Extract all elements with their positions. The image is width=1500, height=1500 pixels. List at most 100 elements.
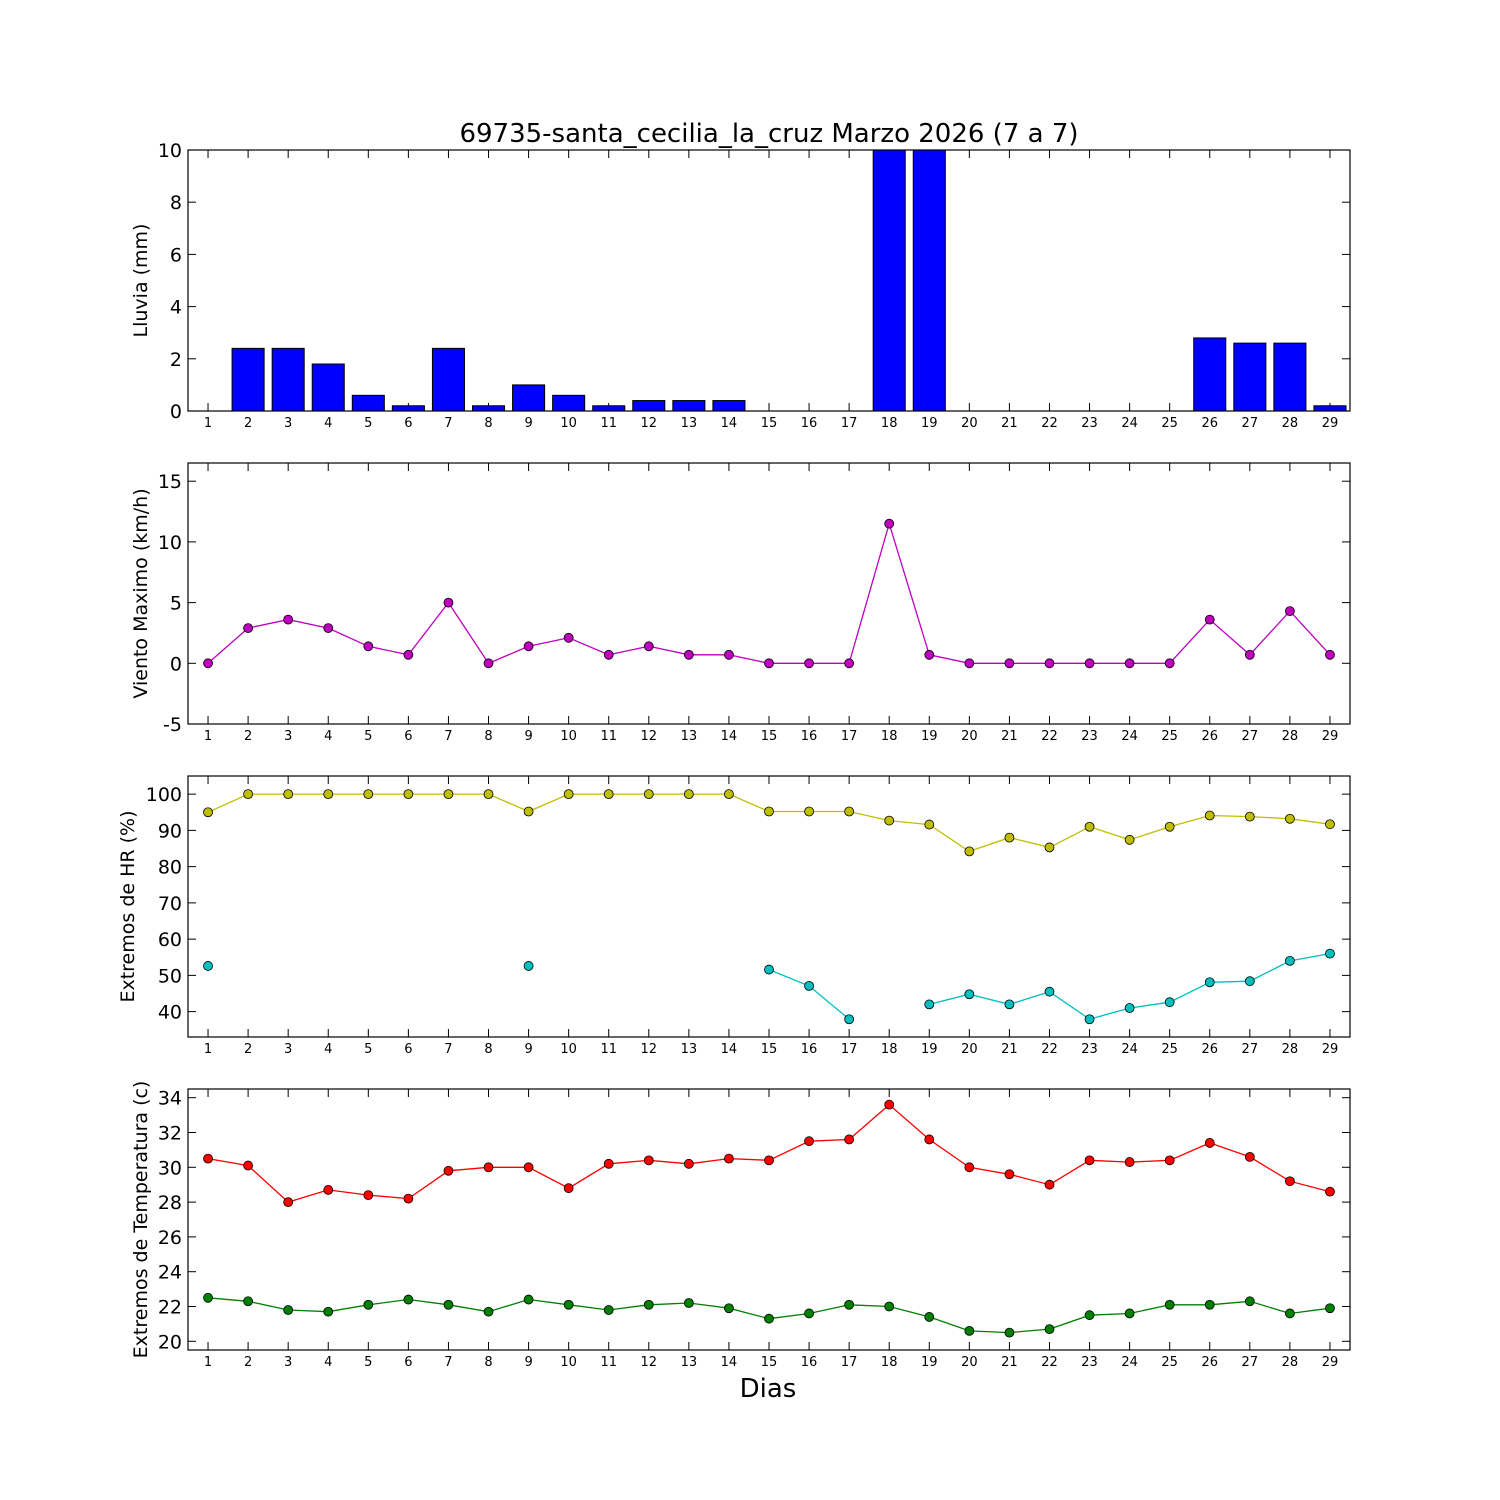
data-point xyxy=(363,641,374,652)
data-point xyxy=(1044,842,1055,853)
x-tick-label: 26 xyxy=(1201,1355,1218,1370)
bar xyxy=(1193,337,1227,411)
data-point xyxy=(683,649,694,660)
data-point xyxy=(563,1299,574,1310)
x-tick-label: 19 xyxy=(921,1355,938,1370)
data-point xyxy=(1084,821,1095,832)
data-point xyxy=(243,789,254,800)
data-point xyxy=(443,597,454,608)
data-point xyxy=(523,806,534,817)
x-tick-label: 20 xyxy=(961,729,978,744)
x-tick-label: 2 xyxy=(244,416,252,431)
x-tick-label: 21 xyxy=(1001,416,1018,431)
x-tick-label: 3 xyxy=(284,416,292,431)
x-tick-label: 7 xyxy=(444,1355,452,1370)
data-point xyxy=(764,658,774,669)
x-tick-label: 10 xyxy=(560,1042,577,1057)
x-tick-label: 28 xyxy=(1282,1042,1299,1057)
x-tick-label: 20 xyxy=(961,416,978,431)
data-point xyxy=(203,807,213,818)
data-point xyxy=(1284,1308,1295,1319)
x-tick-label: 23 xyxy=(1081,1042,1098,1057)
bar xyxy=(1313,405,1347,411)
data-point xyxy=(884,1099,895,1110)
data-point xyxy=(1004,658,1015,669)
data-point xyxy=(203,658,213,669)
x-tick-label: 29 xyxy=(1322,729,1339,744)
x-tick-label: 8 xyxy=(484,729,492,744)
x-tick-label: 5 xyxy=(364,416,372,431)
bar xyxy=(231,347,265,411)
x-tick-label: 20 xyxy=(961,1042,978,1057)
x-tick-label: 17 xyxy=(841,1355,858,1370)
data-point xyxy=(1244,1151,1255,1162)
data-point xyxy=(1244,649,1255,660)
x-tick-label: 17 xyxy=(841,729,858,744)
axes-frame xyxy=(187,149,1351,412)
x-tick-label: 23 xyxy=(1081,729,1098,744)
y-tick-label: 70 xyxy=(158,893,182,915)
data-point xyxy=(1084,1310,1095,1321)
x-tick-label: 24 xyxy=(1121,1355,1138,1370)
x-tick-label: 26 xyxy=(1201,1042,1218,1057)
data-point xyxy=(1124,658,1135,669)
bar xyxy=(872,150,906,411)
data-point xyxy=(483,1306,494,1317)
x-tick-label: 6 xyxy=(404,729,412,744)
data-point xyxy=(804,1308,814,1319)
data-point xyxy=(1124,1157,1135,1167)
x-tick-label: 18 xyxy=(881,729,898,744)
y-tick-label: 60 xyxy=(158,929,182,951)
data-point xyxy=(844,1134,855,1145)
data-point xyxy=(1124,834,1135,845)
data-point xyxy=(844,806,855,817)
x-tick-label: 26 xyxy=(1201,729,1218,744)
y-tick-label: 30 xyxy=(158,1157,182,1179)
x-tick-label: 25 xyxy=(1161,1355,1178,1370)
x-tick-label: 9 xyxy=(524,1355,532,1370)
x-tick-label: 21 xyxy=(1001,1042,1018,1057)
x-tick-label: 10 xyxy=(560,416,577,431)
x-tick-label: 8 xyxy=(484,1042,492,1057)
x-tick-label: 13 xyxy=(681,416,698,431)
data-point xyxy=(683,1298,694,1308)
bar xyxy=(1233,342,1267,411)
x-tick-label: 24 xyxy=(1121,416,1138,431)
x-tick-label: 20 xyxy=(961,1355,978,1370)
x-tick-label: 27 xyxy=(1242,1042,1259,1057)
y-tick-label: 0 xyxy=(170,401,182,423)
x-tick-label: 7 xyxy=(444,729,452,744)
bar xyxy=(271,347,305,411)
data-point xyxy=(1244,811,1255,822)
x-tick-label: 21 xyxy=(1001,729,1018,744)
x-tick-label: 16 xyxy=(801,1355,818,1370)
x-tick-label: 8 xyxy=(484,416,492,431)
data-point xyxy=(1164,821,1175,832)
x-tick-label: 16 xyxy=(801,729,818,744)
data-point xyxy=(563,632,574,643)
x-axis-label: Dias xyxy=(740,1374,797,1404)
data-point xyxy=(724,649,734,660)
data-point xyxy=(1004,999,1015,1010)
x-tick-label: 1 xyxy=(204,1042,212,1057)
data-point xyxy=(1325,819,1335,830)
data-point xyxy=(924,1134,935,1145)
data-point xyxy=(323,1306,334,1317)
data-point xyxy=(443,1299,454,1310)
x-tick-label: 9 xyxy=(524,729,532,744)
x-tick-label: 4 xyxy=(324,1042,332,1057)
data-point xyxy=(924,819,935,830)
data-point xyxy=(844,658,855,669)
data-point xyxy=(643,1155,654,1166)
x-tick-label: 4 xyxy=(324,1355,332,1370)
y-tick-label: 32 xyxy=(158,1123,182,1145)
data-point xyxy=(964,989,975,1000)
series-line xyxy=(207,793,1331,853)
x-tick-label: 9 xyxy=(524,416,532,431)
data-point xyxy=(1084,1014,1095,1025)
data-point xyxy=(1164,997,1175,1008)
x-tick-label: 21 xyxy=(1001,1355,1018,1370)
x-tick-label: 11 xyxy=(600,416,617,431)
